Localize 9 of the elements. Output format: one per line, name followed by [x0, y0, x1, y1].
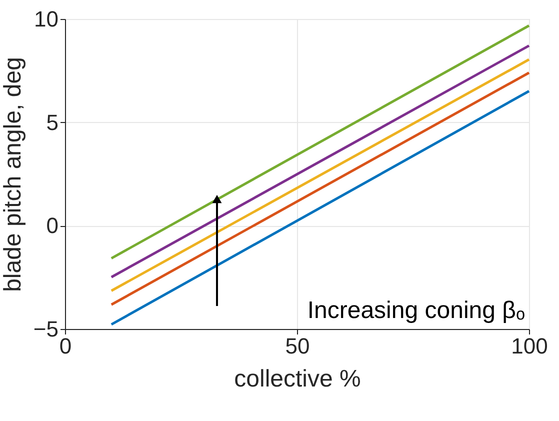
x-tick-label: 50	[285, 334, 310, 358]
y-tick-label: 5	[46, 110, 58, 135]
y-tick-label: 0	[46, 213, 58, 238]
annotation: Increasing coning βₒ	[307, 297, 525, 324]
x-axis-title: collective %	[234, 366, 361, 392]
y-tick-label: −5	[33, 316, 58, 342]
y-axis-title: blade pitch angle, deg	[0, 57, 26, 292]
y-tick-label: 10	[34, 6, 58, 32]
x-tick-label: 100	[511, 334, 548, 358]
